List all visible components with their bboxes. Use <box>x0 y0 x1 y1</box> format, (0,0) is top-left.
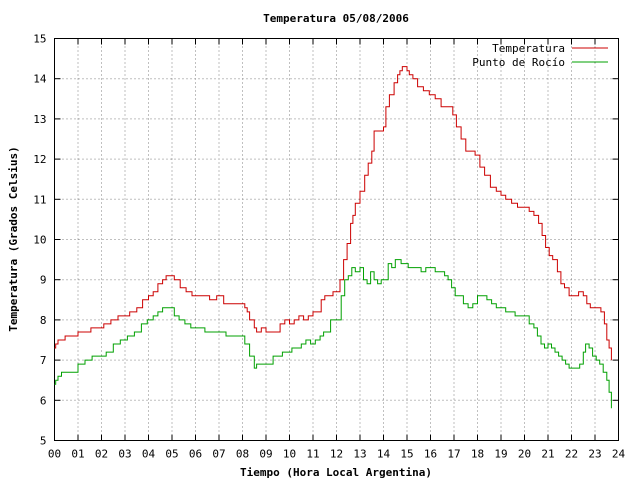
x-tick-label: 22 <box>565 448 578 461</box>
grid <box>54 38 619 441</box>
x-tick-label: 07 <box>212 448 225 461</box>
x-tick-label: 12 <box>330 448 343 461</box>
y-tick-label: 15 <box>33 33 46 46</box>
y-tick-label: 5 <box>40 435 47 448</box>
x-tick-label: 15 <box>400 448 413 461</box>
x-tick-label: 08 <box>236 448 249 461</box>
x-tick-label: 02 <box>95 448 108 461</box>
y-axis: 5 6 7 8 9 10 11 12 13 14 15 <box>33 33 619 448</box>
x-axis: 00 01 02 03 04 05 06 07 08 09 10 11 12 13 14 15 16 17 18 19… <box>48 38 626 461</box>
x-tick-label: 13 <box>353 448 366 461</box>
x-tick-label: 14 <box>377 448 391 461</box>
series-group <box>54 66 612 409</box>
x-tick-label: 10 <box>283 448 296 461</box>
x-tick-label: 11 <box>306 448 319 461</box>
x-tick-label: 03 <box>118 448 131 461</box>
y-tick-label: 11 <box>33 193 46 206</box>
x-tick-label: 23 <box>588 448 601 461</box>
chart-title: Temperatura 05/08/2006 <box>263 12 409 25</box>
x-tick-label: 05 <box>165 448 178 461</box>
x-tick-label: 21 <box>541 448 554 461</box>
x-axis-label: Tiempo (Hora Local Argentina) <box>240 466 432 479</box>
x-tick-label: 24 <box>612 448 626 461</box>
series-line-punto-de-rocio <box>54 259 612 409</box>
y-tick-label: 12 <box>33 153 46 166</box>
y-tick-label: 7 <box>40 354 47 367</box>
x-tick-label: 19 <box>494 448 507 461</box>
y-tick-label: 6 <box>40 394 47 407</box>
y-tick-label: 9 <box>40 274 47 287</box>
x-tick-label: 17 <box>447 448 460 461</box>
x-tick-label: 16 <box>424 448 437 461</box>
y-tick-label: 13 <box>33 113 46 126</box>
y-axis-label: Temperatura (Grados Celsius) <box>7 146 20 331</box>
series-line-temperatura <box>54 66 612 361</box>
x-tick-label: 00 <box>48 448 61 461</box>
x-tick-label: 18 <box>471 448 484 461</box>
y-tick-label: 14 <box>33 73 47 86</box>
x-tick-label: 20 <box>518 448 531 461</box>
y-tick-label: 8 <box>40 314 47 327</box>
legend-label: Punto de Rocío <box>472 56 565 69</box>
y-tick-label: 10 <box>33 234 46 247</box>
legend-label: Temperatura <box>492 42 565 55</box>
x-tick-label: 06 <box>189 448 202 461</box>
x-tick-label: 04 <box>142 448 156 461</box>
x-tick-label: 09 <box>259 448 272 461</box>
x-tick-label: 01 <box>71 448 84 461</box>
